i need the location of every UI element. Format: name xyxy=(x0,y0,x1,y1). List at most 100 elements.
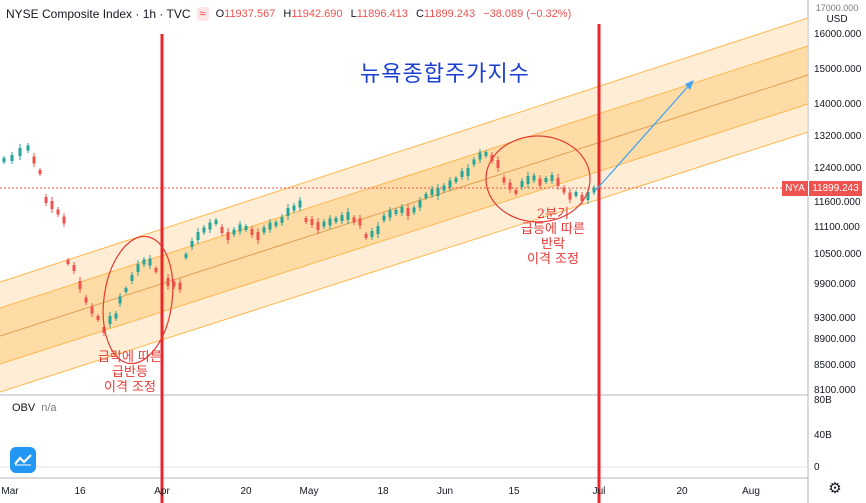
candle-body xyxy=(418,200,422,208)
change-value: −38.089 (−0.32%) xyxy=(483,8,572,20)
candle-body xyxy=(304,218,308,222)
candle-body xyxy=(148,258,152,266)
close-key: C xyxy=(415,8,424,20)
obv-legend[interactable]: OBV n/a xyxy=(12,402,57,414)
candle-body xyxy=(292,205,296,211)
obv-axis[interactable]: 80B 40B 0 xyxy=(814,395,832,473)
price-tag-symbol: NYA xyxy=(785,183,805,194)
obv-name[interactable]: OBV xyxy=(12,402,36,414)
price-tick-label: 10500.000 xyxy=(814,249,862,260)
candle-body xyxy=(502,177,506,183)
annotation-title[interactable]: 뉴욕종합주가지수 xyxy=(360,62,530,87)
candle-body xyxy=(370,231,374,237)
tradingview-logo-icon[interactable] xyxy=(10,447,36,473)
price-tag-value: 11899.243 xyxy=(808,181,862,196)
annotation-left-note[interactable]: 급락에 따른 급반등 이격 조정 xyxy=(98,350,162,395)
candle-body xyxy=(364,234,368,238)
price-tick-label: 11600.000 xyxy=(814,197,861,208)
candle-body xyxy=(340,215,344,221)
price-tick-label: 14000.000 xyxy=(814,99,862,110)
candle-body xyxy=(196,232,200,240)
candle-body xyxy=(238,224,242,232)
candle-body xyxy=(2,158,6,162)
candle-body xyxy=(484,152,488,156)
price-axis[interactable]: 16000.000 15000.000 14000.000 13200.000 1240… xyxy=(814,29,862,396)
high-key: H xyxy=(283,8,292,20)
open-key: O xyxy=(215,8,225,20)
price-tick-label: 8900.000 xyxy=(814,334,856,345)
candle-body xyxy=(298,200,302,208)
ellipse-right[interactable] xyxy=(485,135,591,223)
candle-body xyxy=(412,207,416,213)
channel-inner-lower-line xyxy=(0,103,809,365)
candle-body xyxy=(102,327,106,333)
candle-body xyxy=(38,170,42,174)
candle-body xyxy=(50,201,54,209)
candle-body xyxy=(214,220,218,224)
currency-label[interactable]: 17000.000 USD xyxy=(812,3,862,25)
ellipse-left[interactable] xyxy=(95,232,180,368)
candle-body xyxy=(66,260,70,264)
candle-body xyxy=(466,168,470,176)
obv-tick-label: 0 xyxy=(814,462,820,473)
time-tick-label: Aug xyxy=(742,486,760,497)
regression-channel[interactable] xyxy=(0,17,809,393)
candle-body xyxy=(586,192,590,200)
candle-body xyxy=(62,216,66,224)
price-tick-label: 8100.000 xyxy=(814,385,856,396)
candle-body xyxy=(322,221,326,227)
candle-body xyxy=(352,217,356,223)
candle-body xyxy=(562,187,566,193)
candle-body xyxy=(44,197,48,203)
candle-body xyxy=(424,194,428,198)
price-tick-label: 16000.000 xyxy=(814,29,862,40)
time-tick-label: Apr xyxy=(154,486,170,497)
candle-body xyxy=(316,222,320,230)
high-value: 11942.690 xyxy=(291,8,343,20)
candle-body xyxy=(496,160,500,168)
candle-body xyxy=(358,218,362,226)
candle-body xyxy=(108,316,112,324)
candle-body xyxy=(202,227,206,233)
candle-body xyxy=(286,208,290,216)
candle-body xyxy=(208,222,212,230)
candle-body xyxy=(526,176,530,184)
candle-body xyxy=(580,195,584,201)
candle-body xyxy=(166,278,170,286)
price-tick-label: 11100.000 xyxy=(814,222,860,233)
candle-body xyxy=(262,227,266,233)
candle-body xyxy=(26,145,30,151)
close-value: 11899.243 xyxy=(423,8,476,20)
candle-body xyxy=(508,182,512,190)
projection-arrow[interactable] xyxy=(595,80,694,191)
time-tick-label: 20 xyxy=(240,486,252,497)
symbol-title[interactable]: NYSE Composite Index · 1h · TVC xyxy=(6,7,191,21)
annotation-right-note[interactable]: 2분기 급등에 따른 반락 이격 조정 xyxy=(521,207,585,267)
obv-value: n/a xyxy=(41,402,57,414)
time-tick-label: 20 xyxy=(676,486,688,497)
candle-body xyxy=(250,229,254,235)
candle-body xyxy=(154,268,158,272)
candle-body xyxy=(478,152,482,160)
candle-body xyxy=(78,281,82,289)
candle-body xyxy=(90,306,94,314)
candlestick-series[interactable] xyxy=(2,143,596,336)
candle-body xyxy=(274,222,278,226)
price-tick-label: 9900.000 xyxy=(814,279,856,290)
time-axis[interactable]: Mar 16 Apr 20 May 18 Jun 15 Jul 20 Aug xyxy=(1,486,760,497)
candle-body xyxy=(84,297,88,303)
candle-body xyxy=(72,265,76,271)
candle-body xyxy=(10,155,14,161)
candle-body xyxy=(382,215,386,221)
candle-body xyxy=(568,192,572,200)
candle-body xyxy=(448,180,452,188)
compare-button[interactable]: ≈ xyxy=(196,7,209,21)
candle-body xyxy=(184,254,188,258)
symbol-legend[interactable]: NYSE Composite Index · 1h · TVC ≈ O11937… xyxy=(6,5,581,23)
candle-body xyxy=(142,259,146,265)
price-tick-label: 12400.000 xyxy=(814,163,862,174)
gear-icon[interactable]: ⚙ xyxy=(828,480,842,497)
obv-tick-label: 80B xyxy=(814,395,832,406)
candle-body xyxy=(334,218,338,222)
